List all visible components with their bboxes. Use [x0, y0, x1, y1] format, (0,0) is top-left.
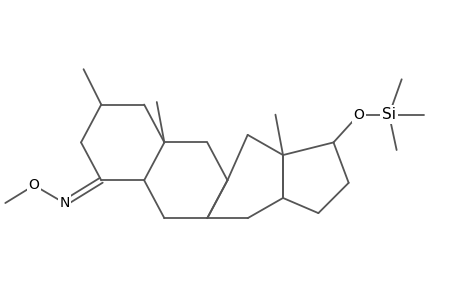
Text: Si: Si [381, 107, 395, 122]
Text: N: N [59, 196, 69, 210]
Text: O: O [353, 108, 364, 122]
Text: O: O [28, 178, 39, 192]
